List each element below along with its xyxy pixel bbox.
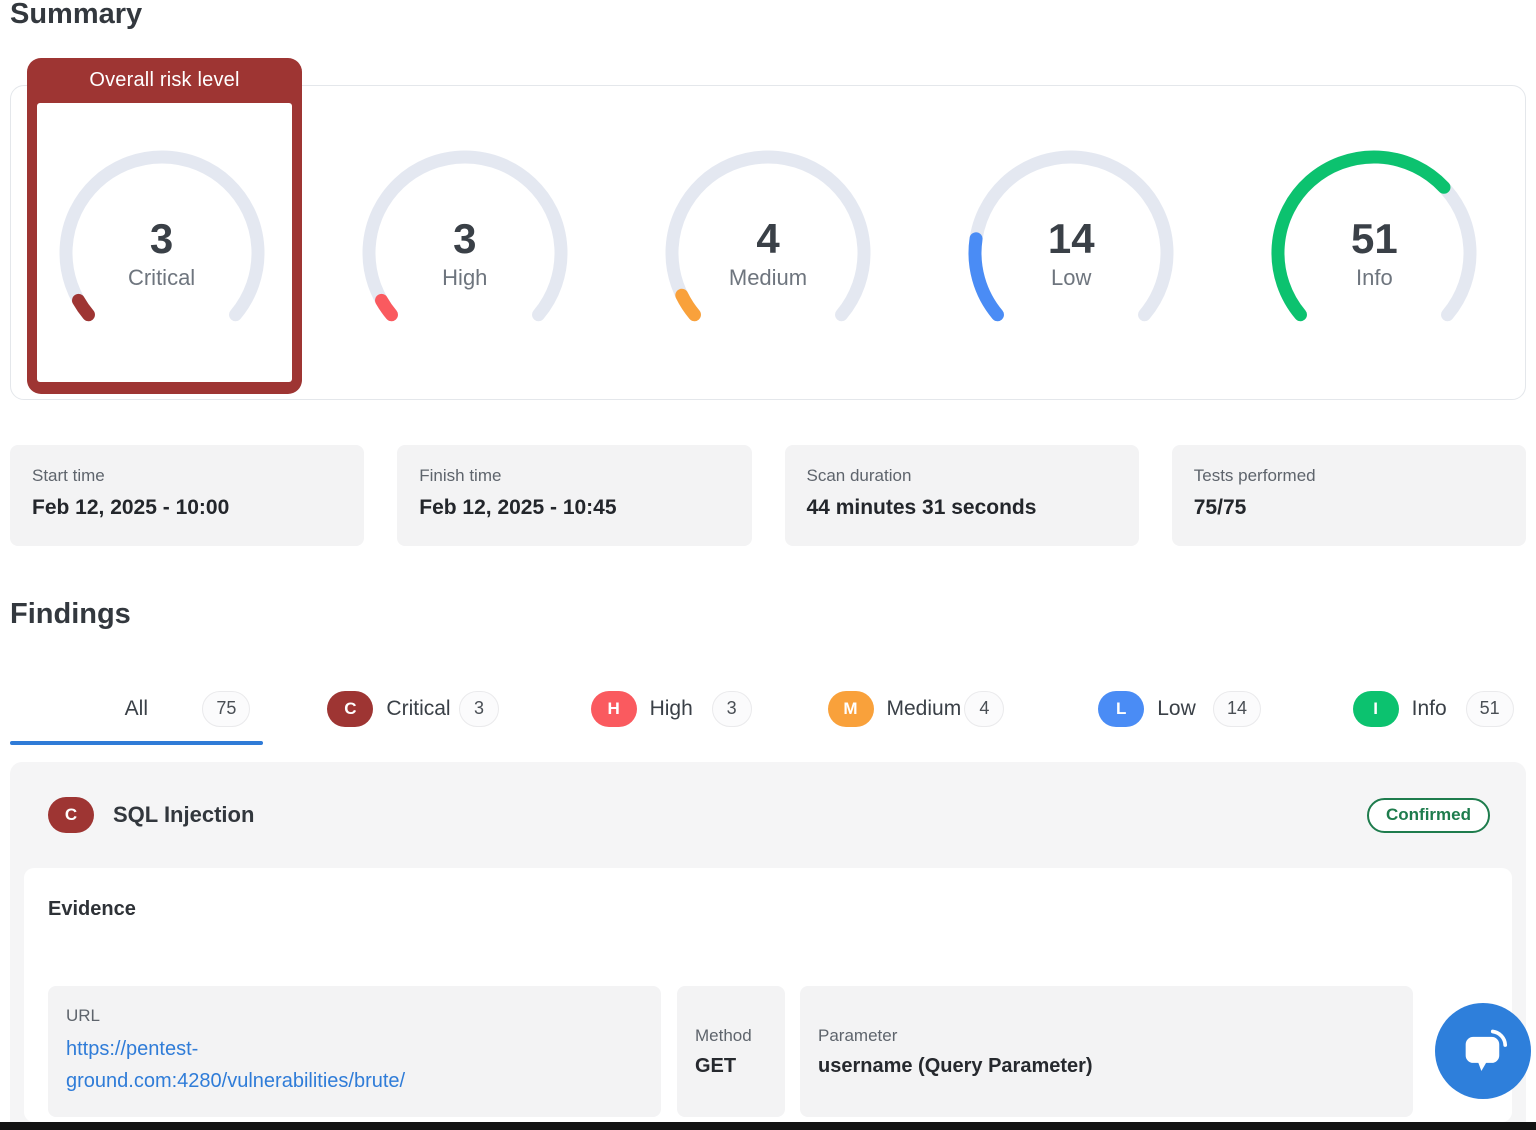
- tests-performed-card: Tests performed 75/75: [1171, 445, 1526, 546]
- tab-medium-count-badge: 4: [964, 690, 1005, 727]
- finding-header-row[interactable]: C SQL Injection Confirmed: [10, 762, 1526, 868]
- gauge-cell-medium: 4 Medium: [616, 85, 919, 400]
- confirmed-status-badge: Confirmed: [1367, 797, 1490, 833]
- method-value: GET: [695, 1054, 737, 1077]
- scan-duration-value: 44 minutes 31 seconds: [806, 496, 1037, 519]
- bottom-window-edge: [0, 1122, 1536, 1130]
- chat-bubble-icon: [1465, 1029, 1508, 1072]
- tab-info[interactable]: I Info 51: [1273, 672, 1526, 745]
- medium-gauge: 4 Medium: [663, 148, 873, 358]
- tests-performed-value: 75/75: [1193, 496, 1247, 519]
- scan-stats-row: Start time Feb 12, 2025 - 10:00 Finish t…: [10, 445, 1526, 546]
- high-count: 3: [453, 215, 477, 262]
- finding-severity-badge: C: [48, 797, 94, 833]
- high-label: High: [442, 265, 488, 290]
- tab-high-count-badge: 3: [711, 690, 752, 727]
- low-gauge-arc: [968, 150, 1174, 322]
- tab-high[interactable]: H High 3: [515, 672, 768, 745]
- tab-low[interactable]: L Low 14: [1021, 672, 1274, 745]
- low-gauge: 14 Low: [966, 148, 1176, 358]
- tab-all-label: All: [124, 696, 148, 720]
- start-time-card: Start time Feb 12, 2025 - 10:00: [10, 445, 365, 546]
- info-severity-icon: I: [1352, 690, 1399, 727]
- tab-medium-label: Medium: [886, 696, 962, 720]
- finish-time-card: Finish time Feb 12, 2025 - 10:45: [397, 445, 752, 546]
- finding-details-card: Evidence URL https://pentest-ground.com:…: [24, 868, 1512, 1122]
- medium-gauge-arc: [665, 150, 871, 322]
- tab-all[interactable]: All 75: [10, 672, 263, 745]
- tab-critical-label: Critical: [386, 696, 451, 720]
- summary-panel: [10, 85, 1526, 400]
- tests-performed-label: Tests performed: [1193, 466, 1316, 485]
- start-time-value: Feb 12, 2025 - 10:00: [32, 496, 230, 519]
- evidence-parameter-tile: Parameter username (Query Parameter): [800, 986, 1413, 1117]
- info-gauge-arc: [1271, 150, 1477, 322]
- info-gauge: 51 Info: [1269, 148, 1479, 358]
- critical-severity-icon: C: [327, 690, 374, 727]
- findings-tabs: All 75 C Critical 3 H High 3 M Medium 4 …: [10, 672, 1526, 745]
- tab-low-label: Low: [1157, 696, 1196, 720]
- critical-count: 3: [149, 215, 174, 262]
- gauge-cell-low: 14 Low: [920, 85, 1223, 400]
- finding-card-sql-injection: C SQL Injection Confirmed Evidence URL h…: [10, 762, 1526, 1122]
- overall-risk-card: Overall risk level: [27, 58, 302, 394]
- gauge-cell-info: 51 Info: [1223, 85, 1526, 400]
- overall-risk-window: [37, 103, 292, 382]
- finish-time-value: Feb 12, 2025 - 10:45: [419, 496, 617, 519]
- low-label: Low: [1051, 265, 1092, 290]
- finding-title: SQL Injection: [113, 802, 255, 827]
- chat-widget-button[interactable]: [1435, 1003, 1531, 1099]
- gauge-cell-high: 3 High: [313, 85, 616, 400]
- critical-label: Critical: [127, 265, 196, 290]
- low-severity-icon: L: [1098, 690, 1145, 727]
- evidence-url-link[interactable]: https://pentest-ground.com:4280/vulnerab…: [66, 1038, 406, 1092]
- tab-high-label: High: [649, 696, 693, 720]
- evidence-method-tile: Method GET: [677, 986, 785, 1117]
- evidence-url-tile: URL https://pentest-ground.com:4280/vuln…: [48, 986, 661, 1117]
- scan-duration-label: Scan duration: [806, 466, 912, 485]
- tab-low-count-badge: 14: [1213, 690, 1262, 727]
- parameter-label: Parameter: [818, 1025, 898, 1045]
- medium-label: Medium: [728, 265, 808, 290]
- gauge-cell-critical: 3 Critical: [10, 85, 313, 400]
- high-gauge: 3 High: [360, 148, 570, 358]
- tab-medium[interactable]: M Medium 4: [768, 672, 1021, 745]
- tab-info-count-badge: 51: [1465, 690, 1514, 727]
- high-severity-icon: H: [590, 690, 637, 727]
- tab-critical[interactable]: C Critical 3: [263, 672, 516, 745]
- high-gauge-arc: [362, 150, 568, 322]
- critical-gauge-arc: [59, 150, 265, 322]
- evidence-heading: Evidence: [48, 898, 136, 920]
- tab-critical-count-badge: 3: [459, 690, 499, 727]
- url-label: URL: [66, 1006, 101, 1025]
- summary-heading: Summary: [10, 0, 143, 30]
- start-time-label: Start time: [32, 466, 105, 485]
- overall-risk-label: Overall risk level: [89, 69, 240, 91]
- info-label: Info: [1356, 265, 1393, 290]
- severity-gauges-row: 3 Critical 3 High 4 Medium: [10, 85, 1526, 400]
- medium-count: 4: [756, 215, 780, 262]
- finish-time-label: Finish time: [419, 466, 502, 485]
- scan-duration-card: Scan duration 44 minutes 31 seconds: [784, 445, 1139, 546]
- findings-heading: Findings: [10, 598, 131, 630]
- critical-gauge: 3 Critical: [57, 148, 267, 358]
- method-label: Method: [695, 1025, 752, 1045]
- medium-severity-icon: M: [827, 690, 874, 727]
- parameter-value: username (Query Parameter): [818, 1054, 1093, 1077]
- low-count: 14: [1047, 215, 1095, 262]
- tab-all-count-badge: 75: [202, 690, 251, 727]
- info-count: 51: [1351, 215, 1398, 262]
- tab-info-label: Info: [1411, 696, 1447, 720]
